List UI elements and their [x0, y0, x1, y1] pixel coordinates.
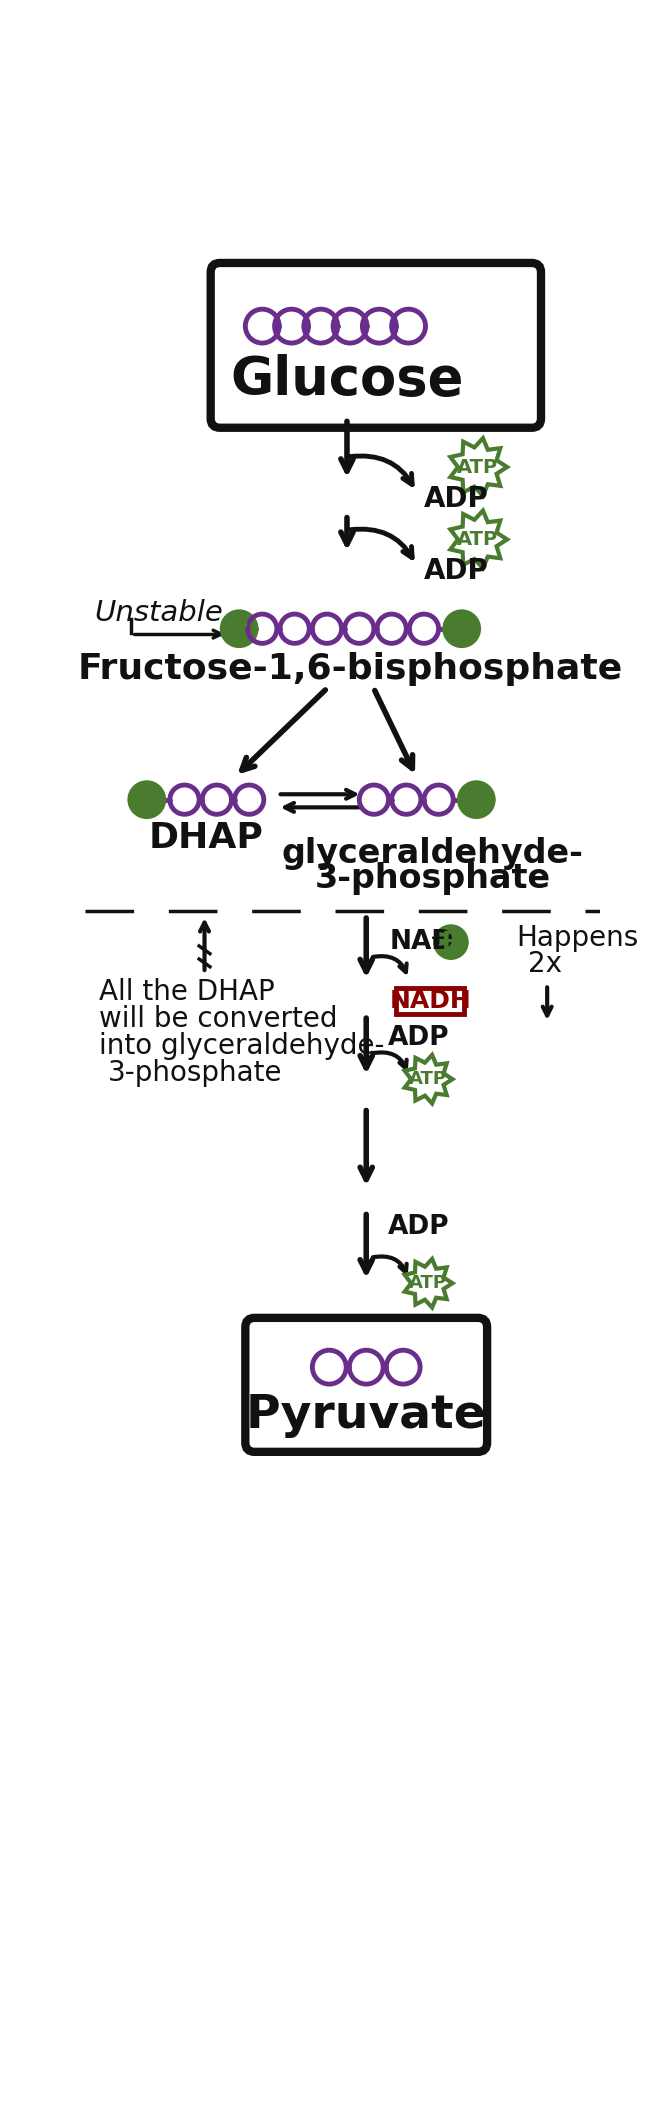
Polygon shape: [405, 1054, 452, 1102]
Text: P: P: [138, 788, 156, 812]
Text: Glucose: Glucose: [230, 354, 464, 407]
Circle shape: [130, 782, 164, 816]
FancyBboxPatch shape: [210, 264, 541, 428]
Text: DHAP: DHAP: [148, 822, 263, 856]
Text: 3-phosphate: 3-phosphate: [108, 1058, 283, 1088]
Text: All the DHAP: All the DHAP: [99, 978, 275, 1006]
Circle shape: [222, 611, 256, 645]
Text: ATP: ATP: [458, 457, 498, 476]
Circle shape: [460, 782, 493, 816]
Text: NADH: NADH: [389, 989, 471, 1012]
Text: ADP: ADP: [388, 1214, 450, 1240]
Polygon shape: [450, 438, 507, 495]
Text: Pyruvate: Pyruvate: [246, 1393, 486, 1438]
Text: will be converted: will be converted: [99, 1006, 337, 1033]
Text: ADP: ADP: [424, 557, 489, 584]
Text: ATP: ATP: [409, 1273, 447, 1292]
Text: P: P: [453, 618, 470, 641]
Circle shape: [436, 928, 466, 957]
Text: into glyceraldehyde-: into glyceraldehyde-: [99, 1033, 385, 1060]
Text: Happens: Happens: [516, 923, 639, 953]
Text: 2x: 2x: [528, 951, 562, 978]
Text: 3-phosphate: 3-phosphate: [315, 862, 551, 894]
Text: +: +: [430, 930, 447, 949]
FancyBboxPatch shape: [245, 1318, 487, 1452]
Text: P: P: [468, 788, 485, 812]
Text: ATP: ATP: [458, 529, 498, 548]
Text: Unstable: Unstable: [94, 599, 223, 628]
Text: NAD: NAD: [389, 930, 454, 955]
Text: Fructose-1,6-bisphosphate: Fructose-1,6-bisphosphate: [77, 651, 623, 685]
Polygon shape: [450, 510, 507, 569]
Text: P: P: [442, 930, 460, 955]
Text: ADP: ADP: [388, 1024, 450, 1052]
Text: P: P: [230, 618, 248, 641]
FancyBboxPatch shape: [396, 987, 464, 1014]
Circle shape: [445, 611, 479, 645]
Text: ATP: ATP: [409, 1071, 447, 1088]
Text: ADP: ADP: [424, 485, 489, 514]
Polygon shape: [405, 1258, 452, 1307]
Text: glyceraldehyde-: glyceraldehyde-: [282, 837, 584, 871]
